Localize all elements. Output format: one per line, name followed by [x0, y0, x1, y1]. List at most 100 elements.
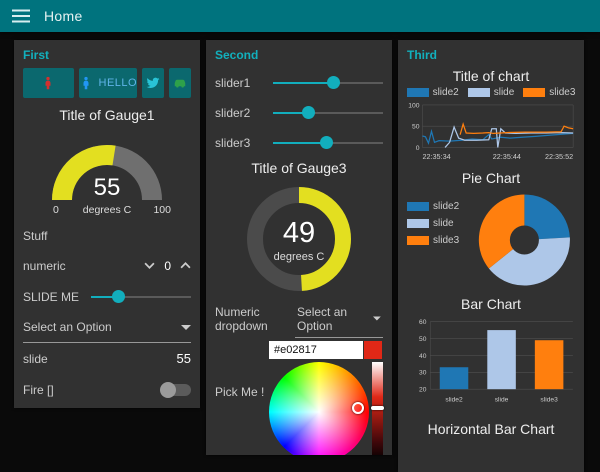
- menu-icon[interactable]: [12, 9, 30, 23]
- colour-picker-label: Pick Me !: [215, 341, 269, 455]
- slider-thumb[interactable]: [112, 290, 125, 303]
- line-series-slide: [445, 127, 573, 147]
- bar-slide3[interactable]: [535, 340, 564, 389]
- y-tick-label: 0: [416, 145, 420, 152]
- pie-chart-block: slide2 slide slide3: [407, 189, 575, 291]
- slider1[interactable]: [273, 73, 383, 93]
- gauge3-widget: Title of Gauge3 49 degrees C: [215, 160, 383, 299]
- slider1-label: slider1: [215, 76, 263, 90]
- numeric-dropdown[interactable]: Select an Option: [295, 301, 383, 338]
- pie-chart-title: Pie Chart: [407, 170, 575, 186]
- legend-swatch: [407, 202, 429, 211]
- chevron-down-icon[interactable]: [144, 262, 155, 269]
- slider2[interactable]: [273, 103, 383, 123]
- legend-item-slide2[interactable]: slide2: [407, 87, 459, 98]
- numeric-dropdown-label: Numeric dropdown: [215, 305, 295, 333]
- numeric-dropdown-widget: Numeric dropdown Select an Option: [215, 303, 383, 335]
- hbar-chart-title: Horizontal Bar Chart: [407, 421, 575, 437]
- line-chart-title: Title of chart: [407, 68, 575, 84]
- y-tick-label: 40: [419, 353, 427, 360]
- hex-input[interactable]: [269, 341, 363, 359]
- slide-me-slider[interactable]: [91, 287, 191, 307]
- brightness-bar[interactable]: [372, 362, 383, 455]
- slide-label: slide: [23, 352, 48, 366]
- bar-slide2[interactable]: [440, 367, 469, 389]
- slider-fill: [273, 142, 327, 144]
- chevron-up-icon[interactable]: [180, 262, 191, 269]
- y-tick-label: 50: [412, 124, 420, 131]
- x-category-label: slide2: [445, 397, 463, 404]
- x-tick-label: 22:35:52: [545, 152, 573, 161]
- bar-slide[interactable]: [487, 330, 516, 389]
- slide-text-widget: slide 55: [23, 343, 191, 374]
- gauge1-title: Title of Gauge1: [23, 107, 191, 123]
- option-dropdown[interactable]: Select an Option: [23, 312, 191, 343]
- dashboard: First HELLO Title of Gauge1 55 degrees C: [0, 32, 600, 460]
- gauge3: 49 degrees C: [239, 179, 359, 299]
- slide-me-label: SLIDE ME: [23, 290, 81, 304]
- gauge1: 55 degrees C 0 100: [37, 124, 177, 220]
- gauge1-value: 55: [37, 174, 177, 202]
- legend-swatch: [407, 219, 429, 228]
- brightness-handle[interactable]: [371, 406, 384, 410]
- colour-wheel-marker[interactable]: [352, 402, 364, 414]
- legend-swatch: [407, 236, 429, 245]
- legend-label: slide3: [433, 235, 459, 246]
- gauge3-title: Title of Gauge3: [215, 160, 383, 176]
- colour-wheel[interactable]: [269, 362, 369, 455]
- slider3-widget: slider3: [215, 128, 383, 158]
- numeric-widget: numeric 0: [23, 250, 191, 281]
- y-tick-label: 60: [419, 319, 427, 326]
- slider-thumb[interactable]: [302, 106, 315, 119]
- y-tick-label: 30: [419, 370, 427, 377]
- caret-down-icon: [373, 316, 381, 321]
- group-title-third: Third: [407, 48, 575, 62]
- legend-swatch: [523, 88, 545, 97]
- hello-button[interactable]: HELLO: [79, 68, 138, 98]
- slider-fill: [273, 82, 334, 84]
- x-category-label: slide: [495, 397, 509, 404]
- group-third: Third Title of chart slide2 slide slide3 0…: [398, 40, 584, 472]
- car-button[interactable]: [169, 68, 191, 98]
- dropdown-value: Select an Option: [23, 320, 112, 334]
- car-icon: [173, 76, 187, 90]
- bar-chart-title: Bar Chart: [407, 296, 575, 312]
- male-icon: [79, 76, 93, 90]
- legend-label: slide2: [433, 201, 459, 212]
- x-tick-label: 22:35:44: [493, 152, 521, 161]
- stuff-label: Stuff: [23, 229, 47, 243]
- text-widget-stuff: Stuff: [23, 222, 191, 250]
- pie-chart: [474, 189, 575, 291]
- legend-label: slide: [494, 87, 515, 98]
- male-icon: [41, 76, 55, 90]
- slider2-widget: slider2: [215, 98, 383, 128]
- legend-swatch: [407, 88, 429, 97]
- slide-value: 55: [177, 351, 191, 366]
- legend-item-slide[interactable]: slide: [407, 218, 472, 229]
- numeric-label: numeric: [23, 259, 66, 273]
- toggle-knob: [160, 382, 176, 398]
- y-tick-label: 20: [419, 387, 427, 394]
- fire-toggle[interactable]: [161, 384, 191, 396]
- male-red-button[interactable]: [23, 68, 74, 98]
- fire-switch-widget: Fire []: [23, 374, 191, 405]
- legend-item-slide[interactable]: slide: [468, 87, 515, 98]
- line-chart-legend: slide2 slide slide3: [407, 87, 575, 98]
- slider3-label: slider3: [215, 136, 263, 150]
- slider3[interactable]: [273, 133, 383, 153]
- group-second: Second slider1 slider2 slider3: [206, 40, 392, 455]
- numeric-value: 0: [164, 259, 171, 273]
- slider-thumb[interactable]: [327, 76, 340, 89]
- slider-thumb[interactable]: [320, 136, 333, 149]
- twitter-button[interactable]: [142, 68, 164, 98]
- legend-item-slide3[interactable]: slide3: [407, 235, 472, 246]
- legend-item-slide2[interactable]: slide2: [407, 201, 472, 212]
- gauge1-widget: Title of Gauge1 55 degrees C 0 100: [23, 107, 191, 220]
- legend-item-slide3[interactable]: slide3: [523, 87, 575, 98]
- x-category-label: slide3: [540, 397, 558, 404]
- twitter-icon: [146, 76, 160, 90]
- slide-me-widget: SLIDE ME: [23, 281, 191, 312]
- legend-label: slide3: [549, 87, 575, 98]
